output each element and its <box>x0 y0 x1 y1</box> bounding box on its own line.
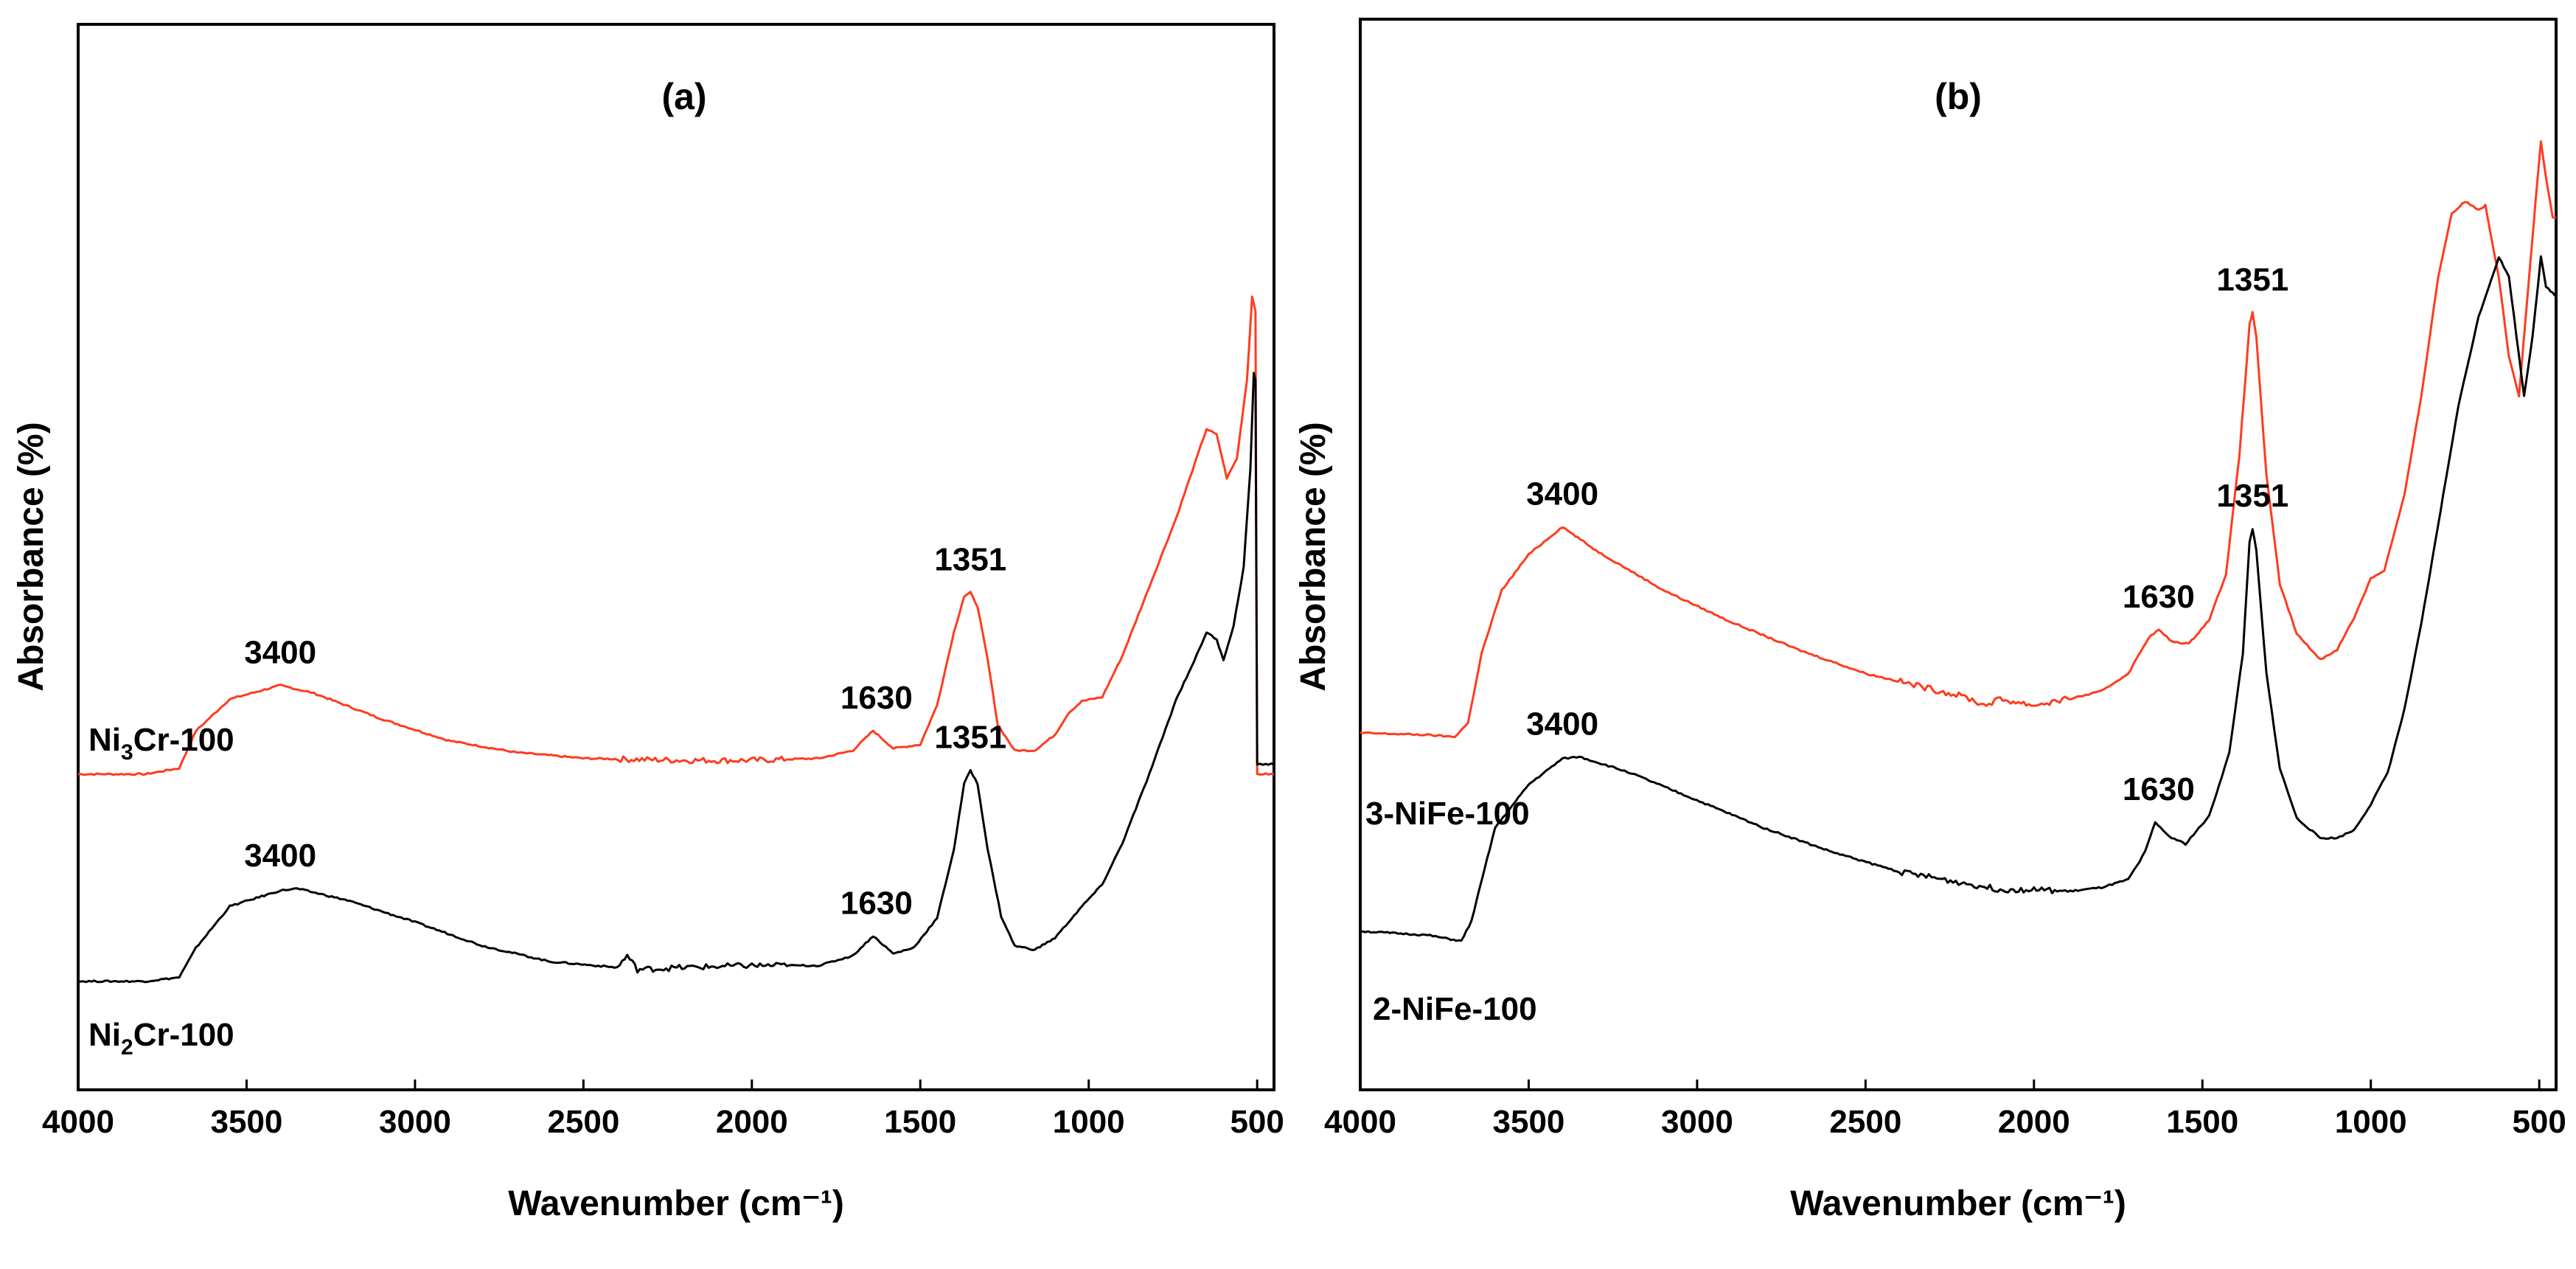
series-label-3-nife: 3-NiFe-100 <box>1365 796 1530 832</box>
series-label-ni2cr: Ni2Cr-100 <box>88 1017 234 1060</box>
peak-labels-b: 3400 1630 1351 3400 1630 1351 <box>1526 262 2288 807</box>
x-tick-label-b-2500: 2500 <box>1829 1104 1901 1140</box>
peak-label-3-nife-100-1351: 1351 <box>2216 262 2288 298</box>
y-axis-title-b: Absorbance (%) <box>1294 422 1333 691</box>
peak-label-2-nife-100-3400: 3400 <box>1526 706 1598 742</box>
panel-tag-b: (b) <box>1935 76 1982 117</box>
x-tick-label-a-3000: 3000 <box>379 1104 451 1140</box>
series-label-ni3cr: Ni3Cr-100 <box>88 722 234 765</box>
x-tick-label-b-2000: 2000 <box>1998 1104 2070 1140</box>
x-tick-label-b-500: 500 <box>2512 1104 2566 1140</box>
series-group-b <box>1360 140 2558 942</box>
series-line-2-nife-100 <box>1360 255 2558 942</box>
peak-label-ni3cr-100-1630: 1630 <box>840 680 913 716</box>
x-tick-label-a-1000: 1000 <box>1053 1104 1125 1140</box>
peak-label-ni3cr-100-3400: 3400 <box>244 634 316 670</box>
x-axis-title-b: Wavenumber (cm⁻¹) <box>1790 1184 2126 1223</box>
x-ticks-b: 4000 3500 3000 2500 2000 1500 1000 500 <box>1324 1079 2566 1140</box>
peak-label-2-nife-100-1351: 1351 <box>2216 478 2288 514</box>
panel-a: 4000 3500 3000 2500 2000 1500 1000 500 3400 1630… <box>12 23 1284 1223</box>
series-line-ni3cr-100 <box>77 295 1275 776</box>
x-tick-label-b-3000: 3000 <box>1661 1104 1733 1140</box>
x-axis-title-a: Wavenumber (cm⁻¹) <box>508 1184 844 1223</box>
panel-b: 4000 3500 3000 2500 2000 1500 1000 500 3400 1630… <box>1294 18 2566 1223</box>
x-tick-label-a-500: 500 <box>1230 1104 1284 1140</box>
x-tick-label-a-2000: 2000 <box>716 1104 788 1140</box>
peak-label-ni3cr-100-1351: 1351 <box>934 542 1006 578</box>
plot-frame-a <box>77 23 1275 1091</box>
x-tick-label-b-3500: 3500 <box>1493 1104 1565 1140</box>
series-group-a <box>77 295 1275 984</box>
plot-frame-b <box>1359 18 2558 1091</box>
series-line-ni2cr-100 <box>77 372 1275 984</box>
peak-label-ni2cr-100-3400: 3400 <box>244 838 316 874</box>
x-tick-label-a-2500: 2500 <box>547 1104 619 1140</box>
peak-label-3-nife-100-1630: 1630 <box>2123 579 2195 615</box>
peak-labels-a: 3400 1630 1351 3400 1630 1351 <box>244 542 1006 922</box>
x-tick-label-b-4000: 4000 <box>1324 1104 1396 1140</box>
peak-label-3-nife-100-3400: 3400 <box>1526 476 1598 512</box>
series-line-3-nife-100 <box>1360 140 2557 739</box>
x-tick-label-a-3500: 3500 <box>211 1104 283 1140</box>
series-label-2-nife: 2-NiFe-100 <box>1373 991 1537 1027</box>
x-tick-label-b-1500: 1500 <box>2166 1104 2238 1140</box>
peak-label-ni2cr-100-1630: 1630 <box>840 885 913 921</box>
panel-tag-a: (a) <box>661 76 706 117</box>
x-ticks-a: 4000 3500 3000 2500 2000 1500 1000 500 <box>42 1079 1284 1140</box>
peak-label-2-nife-100-1630: 1630 <box>2123 771 2195 807</box>
x-tick-label-a-1500: 1500 <box>884 1104 956 1140</box>
peak-label-ni2cr-100-1351: 1351 <box>934 720 1006 756</box>
x-tick-label-b-1000: 1000 <box>2335 1104 2407 1140</box>
x-tick-label-a-4000: 4000 <box>42 1104 114 1140</box>
y-axis-title-a: Absorbance (%) <box>12 422 51 691</box>
